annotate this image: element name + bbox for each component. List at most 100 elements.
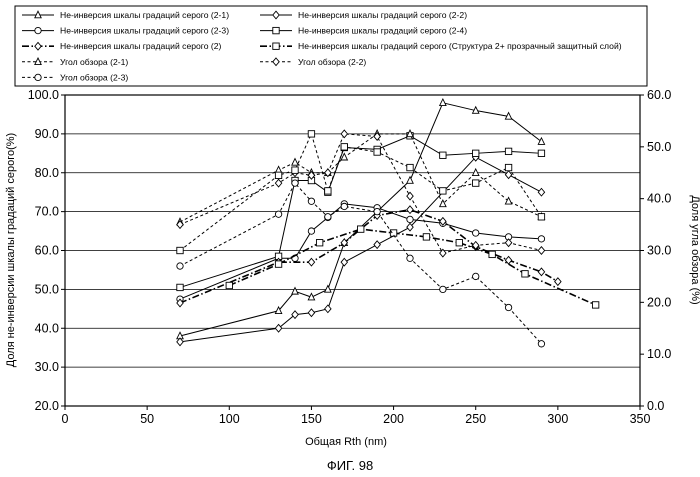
data-point — [406, 163, 414, 172]
x-tick-label: 100 — [219, 412, 240, 426]
data-point — [537, 340, 546, 348]
data-point — [472, 272, 480, 281]
data-point — [537, 149, 546, 157]
data-point — [307, 197, 316, 205]
legend-marker — [34, 26, 42, 35]
legend-item: Не-инверсия шкалы градаций серого (Струк… — [260, 41, 622, 51]
legend-label: Угол обзора (2-1) — [60, 57, 128, 67]
y-tick-label: 40.0 — [35, 321, 59, 335]
y2-tick-label: 60.0 — [647, 88, 671, 102]
series-line — [179, 132, 542, 251]
x-tick-label: 300 — [547, 412, 568, 426]
data-point — [373, 207, 381, 216]
data-point — [422, 233, 431, 241]
data-point — [176, 337, 184, 347]
data-point — [537, 267, 546, 277]
data-point — [307, 308, 316, 318]
legend-item: Не-инверсия шкалы градаций серого (2-3) — [22, 26, 229, 36]
series-layer — [176, 97, 600, 348]
y-tick-label: 100.0 — [28, 88, 59, 102]
data-point — [324, 304, 332, 314]
data-point — [340, 202, 348, 211]
data-point — [357, 225, 365, 233]
data-point — [439, 248, 447, 258]
x-tick-label: 50 — [140, 412, 154, 426]
data-point — [340, 257, 349, 267]
data-point — [438, 97, 447, 107]
series-9 — [176, 179, 546, 348]
y-tick-label: 70.0 — [35, 205, 59, 219]
data-point — [504, 147, 513, 156]
data-point — [291, 179, 299, 187]
data-point — [521, 270, 529, 278]
legend-marker — [272, 57, 280, 67]
data-point — [225, 281, 233, 290]
legend-marker — [34, 56, 42, 66]
legend-label: Угол обзора (2-2) — [298, 57, 366, 67]
data-point — [291, 166, 299, 174]
figure-caption: ФИГ. 98 — [327, 458, 373, 473]
data-point — [307, 170, 316, 180]
data-point — [472, 179, 480, 187]
data-point — [406, 129, 414, 138]
series-8 — [176, 129, 546, 258]
legend-label: Не-инверсия шкалы градаций серого (2-4) — [298, 26, 467, 36]
data-point — [176, 246, 184, 255]
series-line — [179, 102, 542, 337]
data-point — [406, 254, 414, 262]
series-10 — [176, 130, 546, 255]
axes: 20.0 30.0 40.0 50.0 60.0 70.0 80.0 90.0 100.0 0.0… — [28, 88, 672, 426]
series-7 — [176, 129, 546, 226]
legend: Не-инверсия шкалы градаций серого (2-1) Н… — [14, 5, 648, 87]
data-point — [176, 220, 184, 230]
data-point — [406, 191, 414, 201]
legend-marker — [34, 73, 42, 82]
data-point — [537, 235, 546, 243]
data-point — [591, 301, 600, 309]
data-point — [439, 285, 447, 294]
y2-tick-label: 30.0 — [647, 244, 671, 258]
series-line — [179, 135, 542, 288]
data-point — [389, 229, 398, 237]
data-point — [176, 262, 184, 270]
data-point — [439, 216, 447, 226]
y-tick-label: 30.0 — [35, 360, 59, 374]
data-point — [472, 229, 480, 237]
series-2 — [176, 152, 546, 347]
legend-box — [14, 5, 648, 87]
legend-item: Угол обзора (2-2) — [260, 57, 366, 67]
y-tick-label: 50.0 — [35, 282, 59, 296]
legend-item: Не-инверсия шкалы градаций серого (2-4) — [260, 26, 467, 36]
x-tick-label: 150 — [301, 412, 322, 426]
legend-label: Не-инверсия шкалы градаций серого (2-3) — [60, 26, 229, 36]
series-line — [179, 133, 542, 254]
series-5 — [176, 205, 562, 308]
data-point — [373, 240, 381, 250]
data-point — [471, 240, 480, 250]
x-tick-label: 250 — [465, 412, 486, 426]
data-point — [438, 199, 447, 208]
y2-tick-label: 10.0 — [647, 347, 671, 361]
data-point — [537, 213, 546, 221]
series-1 — [176, 97, 546, 340]
y2-tick-label: 40.0 — [647, 192, 671, 206]
data-point — [307, 292, 316, 301]
data-point — [406, 215, 414, 224]
data-point — [340, 238, 349, 248]
legend-marker — [34, 10, 42, 19]
data-point — [307, 130, 316, 138]
data-point — [274, 171, 283, 179]
data-point — [315, 239, 324, 247]
y2-tick-label: 0.0 — [647, 399, 664, 413]
data-point — [406, 222, 414, 232]
y-tick-label: 20.0 — [35, 399, 59, 413]
data-point — [504, 303, 513, 312]
data-point — [324, 187, 332, 195]
data-point — [504, 163, 513, 172]
legend-label: Не-инверсия шкалы градаций серого (2-2) — [298, 10, 467, 20]
legend-item: Не-инверсия шкалы градаций серого (2-2) — [260, 10, 467, 20]
data-point — [274, 178, 283, 188]
data-point — [537, 187, 546, 197]
data-point — [291, 286, 299, 295]
data-point — [324, 213, 332, 221]
